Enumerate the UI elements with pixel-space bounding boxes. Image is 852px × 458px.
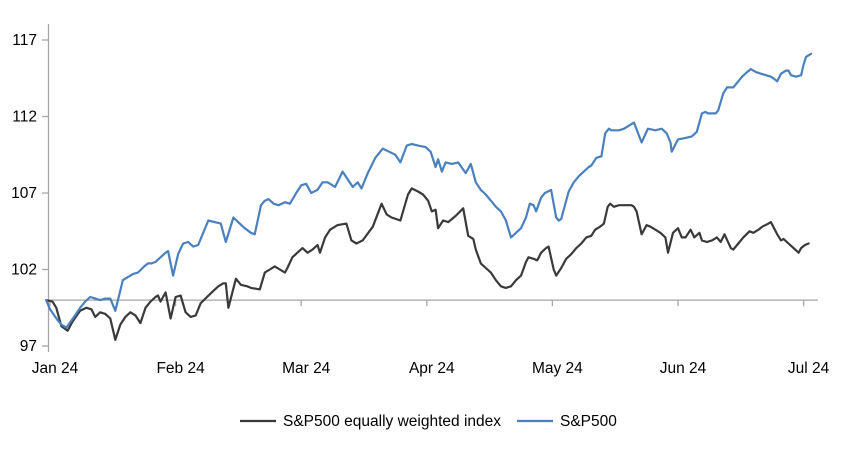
x-axis-tick-label: Feb 24 <box>156 360 205 377</box>
y-axis-tick-label: 107 <box>11 185 37 202</box>
x-axis-tick-label: May 24 <box>532 360 583 377</box>
x-axis-tick-label: Jul 24 <box>788 360 830 377</box>
y-axis-tick-label: 117 <box>12 32 37 49</box>
legend: S&P500 equally weighted index S&P500 <box>240 413 617 430</box>
legend-label-sp500: S&P500 <box>560 413 617 430</box>
legend-label-equal-weight: S&P500 equally weighted index <box>283 413 501 430</box>
y-axis-tick-label: 112 <box>12 109 37 126</box>
y-axis-tick-label: 97 <box>20 338 37 355</box>
x-axis-tick-label: Jun 24 <box>660 360 707 377</box>
x-axis-tick-label: Jan 24 <box>32 360 79 377</box>
series-lines <box>45 52 813 341</box>
axes: 97 102 107 112 117 Jan 24 Feb 24 Mar 24 Apr 24 Ma… <box>11 24 830 377</box>
x-axis-tick-label: Apr 24 <box>409 360 455 377</box>
x-axis-tick-label: Mar 24 <box>282 360 331 377</box>
series-line-s-p500-equally-weighted-index <box>45 187 810 341</box>
y-axis-tick-label: 102 <box>11 262 37 279</box>
series-line-s-p500 <box>45 52 813 329</box>
